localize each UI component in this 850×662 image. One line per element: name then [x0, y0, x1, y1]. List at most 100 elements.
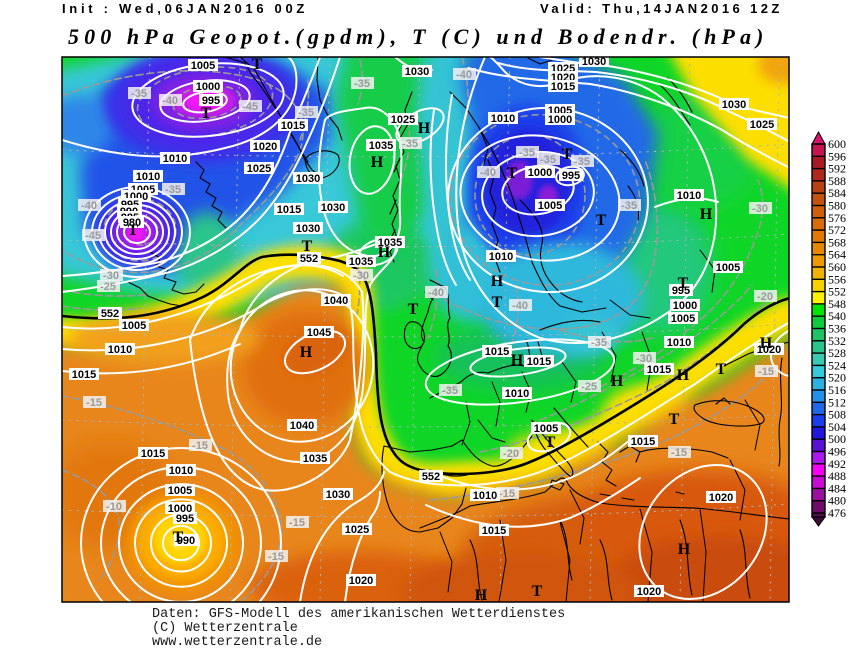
svg-text:T: T: [669, 411, 680, 428]
svg-text:-35: -35: [442, 385, 458, 397]
svg-text:990: 990: [177, 535, 195, 547]
svg-text:1015: 1015: [527, 356, 551, 368]
svg-text:H: H: [475, 587, 488, 604]
svg-text:500: 500: [828, 432, 846, 446]
svg-text:516: 516: [828, 383, 846, 397]
svg-text:1015: 1015: [631, 436, 655, 448]
svg-text:1010: 1010: [108, 344, 132, 356]
svg-text:-15: -15: [289, 517, 305, 529]
svg-text:T: T: [252, 56, 263, 73]
svg-text:H: H: [418, 120, 431, 137]
svg-text:1025: 1025: [247, 163, 271, 175]
svg-text:1030: 1030: [296, 173, 320, 185]
svg-text:532: 532: [828, 334, 846, 348]
svg-text:568: 568: [828, 235, 846, 249]
svg-text:1015: 1015: [281, 120, 305, 132]
svg-text:-15: -15: [499, 488, 515, 500]
svg-text:995: 995: [562, 170, 580, 182]
svg-text:-15: -15: [758, 366, 774, 378]
svg-text:1015: 1015: [647, 364, 671, 376]
svg-text:T: T: [507, 165, 518, 182]
svg-text:www.wetterzentrale.de: www.wetterzentrale.de: [152, 635, 322, 650]
svg-text:572: 572: [828, 223, 846, 237]
svg-text:1000: 1000: [548, 114, 572, 126]
svg-text:1015: 1015: [72, 369, 96, 381]
svg-text:584: 584: [828, 186, 846, 200]
svg-text:T: T: [201, 105, 212, 122]
svg-text:Valid: Thu,14JAN2016 12Z: Valid: Thu,14JAN2016 12Z: [540, 1, 783, 16]
svg-text:-35: -35: [519, 147, 535, 159]
svg-text:552: 552: [101, 308, 119, 320]
svg-text:1040: 1040: [290, 420, 314, 432]
svg-text:524: 524: [828, 358, 846, 372]
svg-text:1020: 1020: [709, 492, 733, 504]
svg-text:H: H: [611, 373, 624, 390]
svg-text:-25: -25: [581, 381, 597, 393]
svg-text:-15: -15: [268, 551, 284, 563]
svg-text:-40: -40: [162, 95, 178, 107]
svg-text:H: H: [677, 367, 690, 384]
svg-text:580: 580: [828, 199, 846, 213]
svg-text:512: 512: [828, 395, 846, 409]
svg-text:1030: 1030: [582, 56, 606, 68]
svg-text:1000: 1000: [196, 81, 220, 93]
svg-text:T: T: [678, 275, 689, 292]
svg-text:1005: 1005: [191, 60, 215, 72]
svg-text:592: 592: [828, 162, 846, 176]
svg-text:552: 552: [422, 471, 440, 483]
svg-text:1010: 1010: [677, 190, 701, 202]
svg-text:995: 995: [202, 95, 220, 107]
svg-text:-40: -40: [81, 200, 97, 212]
svg-text:588: 588: [828, 174, 846, 188]
svg-text:-30: -30: [752, 203, 768, 215]
svg-text:1010: 1010: [136, 171, 160, 183]
svg-text:548: 548: [828, 297, 846, 311]
svg-text:1030: 1030: [296, 223, 320, 235]
svg-text:1005: 1005: [671, 313, 695, 325]
svg-text:1030: 1030: [405, 66, 429, 78]
svg-text:-30: -30: [636, 353, 652, 365]
svg-text:596: 596: [828, 149, 846, 163]
svg-text:476: 476: [828, 506, 846, 520]
svg-text:500 hPa Geopot.(gpdm), T (C) u: 500 hPa Geopot.(gpdm), T (C) und Bodendr…: [68, 24, 769, 49]
svg-text:1005: 1005: [168, 485, 192, 497]
svg-text:1020: 1020: [757, 344, 781, 356]
svg-text:H: H: [760, 335, 773, 352]
svg-text:Daten: GFS-Modell des amerikan: Daten: GFS-Modell des amerikanischen Wet…: [152, 607, 565, 622]
svg-text:(C) Wetterzentrale: (C) Wetterzentrale: [152, 621, 298, 636]
svg-text:1005: 1005: [716, 262, 740, 274]
svg-text:T: T: [173, 529, 184, 546]
svg-text:-35: -35: [621, 200, 637, 212]
svg-text:552: 552: [828, 285, 846, 299]
svg-text:-35: -35: [402, 138, 418, 150]
svg-text:H: H: [511, 352, 524, 369]
svg-text:T: T: [562, 146, 573, 163]
svg-text:-10: -10: [106, 501, 122, 513]
svg-text:1010: 1010: [169, 465, 193, 477]
svg-text:1015: 1015: [485, 346, 509, 358]
svg-text:-35: -35: [131, 88, 147, 100]
svg-text:540: 540: [828, 309, 846, 323]
svg-text:556: 556: [828, 272, 846, 286]
svg-text:-35: -35: [591, 337, 607, 349]
svg-text:H: H: [300, 344, 313, 361]
svg-text:-15: -15: [192, 440, 208, 452]
svg-text:564: 564: [828, 248, 846, 262]
svg-text:T: T: [545, 434, 556, 451]
svg-text:1035: 1035: [378, 237, 402, 249]
svg-text:1000: 1000: [528, 167, 552, 179]
svg-text:-25: -25: [100, 281, 116, 293]
svg-text:T: T: [302, 238, 313, 255]
svg-text:484: 484: [828, 481, 846, 495]
svg-text:1035: 1035: [303, 453, 327, 465]
svg-text:T: T: [408, 301, 419, 318]
svg-text:-40: -40: [456, 69, 472, 81]
svg-text:576: 576: [828, 211, 846, 225]
svg-text:504: 504: [828, 420, 846, 434]
svg-text:1015: 1015: [482, 525, 506, 537]
svg-text:1025: 1025: [391, 114, 415, 126]
svg-text:-35: -35: [354, 78, 370, 90]
svg-text:1025: 1025: [345, 524, 369, 536]
svg-text:1005: 1005: [534, 423, 558, 435]
svg-text:T: T: [532, 583, 543, 600]
